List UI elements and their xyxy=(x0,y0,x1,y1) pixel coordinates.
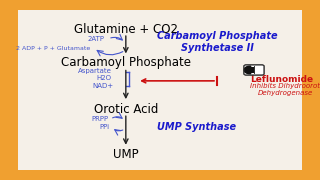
Text: Inhibits Dihydroorot.
Dehydrogenase: Inhibits Dihydroorot. Dehydrogenase xyxy=(250,83,320,96)
FancyBboxPatch shape xyxy=(244,65,264,75)
Text: Orotic Acid: Orotic Acid xyxy=(94,103,158,116)
Text: PPi: PPi xyxy=(99,124,109,130)
Text: Carbamoyl Phosphate
Synthetase II: Carbamoyl Phosphate Synthetase II xyxy=(157,31,277,53)
Text: PRPP: PRPP xyxy=(91,116,108,122)
Text: UMP Synthase: UMP Synthase xyxy=(157,122,236,132)
Text: 2 ADP + P + Glutamate: 2 ADP + P + Glutamate xyxy=(16,46,90,51)
Text: Leflunomide: Leflunomide xyxy=(250,75,313,84)
Text: UMP: UMP xyxy=(113,148,139,161)
Text: Glutamine + CO2: Glutamine + CO2 xyxy=(74,23,178,36)
Bar xyxy=(248,67,254,73)
Text: NAD+: NAD+ xyxy=(92,83,113,89)
Text: 2ATP: 2ATP xyxy=(87,36,104,42)
Text: Carbamoyl Phosphate: Carbamoyl Phosphate xyxy=(61,56,191,69)
Text: H2O: H2O xyxy=(97,75,112,82)
Text: Aspartate: Aspartate xyxy=(78,68,112,74)
Polygon shape xyxy=(244,66,251,74)
